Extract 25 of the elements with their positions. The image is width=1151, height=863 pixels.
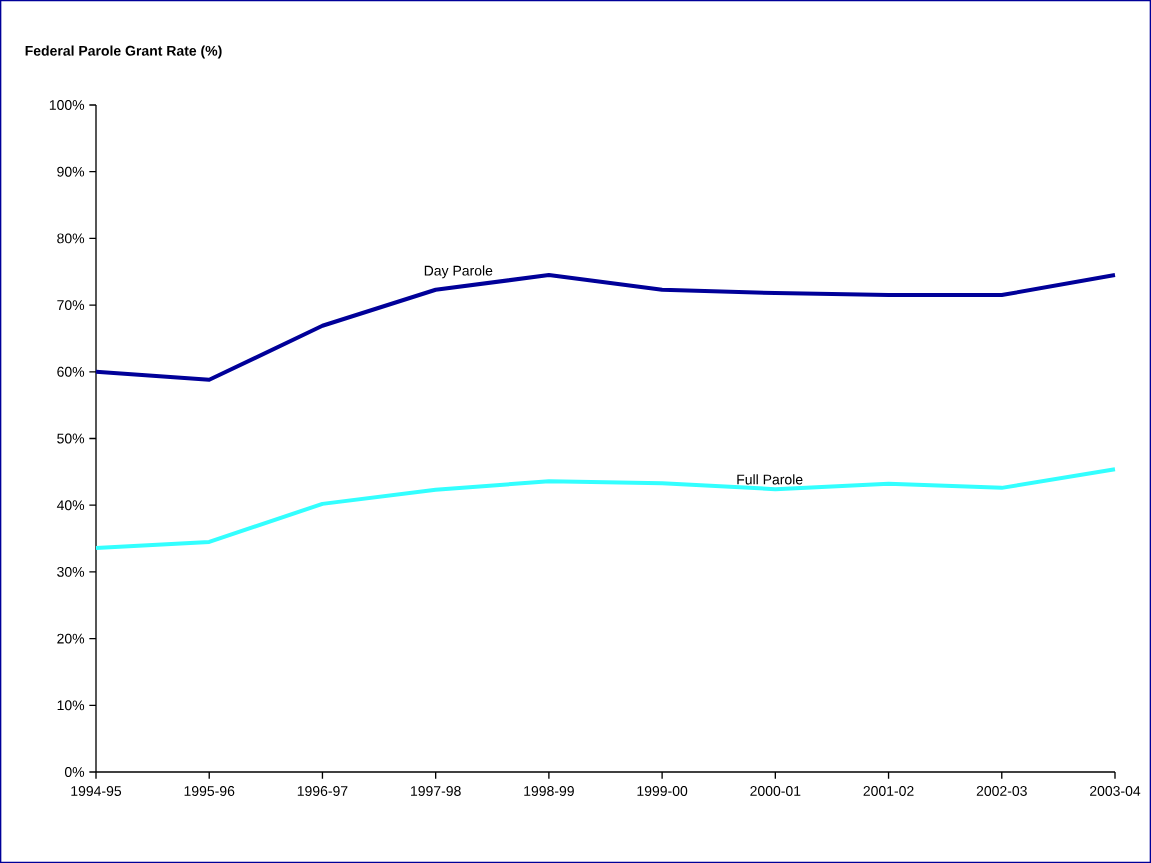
x-tick-label: 1994-95: [71, 786, 122, 796]
x-tick-label: 2003-04: [1090, 786, 1141, 796]
y-tick-label: 10%: [57, 700, 85, 711]
series-label: Full Parole: [737, 474, 803, 485]
y-tick-label: 0%: [64, 767, 85, 777]
x-tick-label: 1997-98: [411, 786, 461, 796]
y-tick-label: 30%: [57, 566, 85, 577]
y-tick-label: 40%: [56, 500, 85, 511]
series-label: Day Parole: [424, 265, 493, 279]
y-tick-label: 100%: [49, 100, 85, 110]
y-tick-label: 90%: [57, 166, 85, 177]
x-tick-label: 1996-97: [297, 786, 348, 796]
x-tick-label: 2000-01: [750, 786, 801, 796]
x-tick-label: 1995-96: [184, 786, 235, 796]
x-tick-label: 1999-00: [637, 786, 688, 796]
x-tick-label: 1998-99: [524, 786, 574, 796]
chart-title: Federal Parole Grant Rate (%): [25, 45, 222, 59]
y-tick-label: 20%: [57, 633, 85, 644]
line-series: [94, 467, 1117, 550]
y-tick-label: 80%: [57, 233, 85, 244]
y-tick-label: 60%: [57, 366, 85, 377]
x-tick-label: 2002-03: [976, 786, 1027, 796]
y-tick-label: 50%: [57, 433, 85, 444]
y-tick-label: 70%: [57, 300, 85, 311]
x-tick-label: 2001-02: [863, 786, 914, 796]
